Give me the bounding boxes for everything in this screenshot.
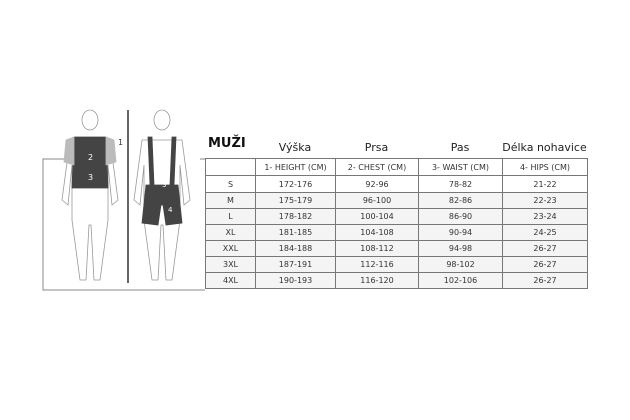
measurement-cell: 187-191: [255, 256, 336, 273]
column-header: [205, 158, 256, 176]
header-chest: Prsa: [364, 141, 389, 154]
header-height: Výška: [278, 141, 312, 154]
size-cell: S: [205, 175, 256, 193]
table-row: S 172-176 92-96 78-82 21-22: [205, 175, 588, 193]
measurement-cell: 108-112: [335, 240, 419, 257]
measurement-cell: 175-179: [255, 192, 336, 209]
size-cell: L: [205, 208, 256, 225]
measurement-cell: 24-25: [502, 224, 588, 241]
front-figure: [61, 109, 119, 281]
measurement-cell: 96-100: [335, 192, 419, 209]
measurement-cell: 90-94: [418, 224, 503, 241]
measurement-cell: 22-23: [502, 192, 588, 209]
table-header-row: 1- HEIGHT (CM) 2- CHEST (CM) 3- WAIST (C…: [205, 158, 588, 176]
measurement-cell: 23-24: [502, 208, 588, 225]
size-cell: XL: [205, 224, 256, 241]
column-header: 2- CHEST (CM): [335, 158, 419, 176]
waist-marker: 3: [88, 173, 93, 182]
measurement-cell: 78-82: [418, 175, 503, 193]
measurement-cell: 26-27: [502, 272, 588, 289]
measurement-cell: 100-104: [335, 208, 419, 225]
measurement-cell: 112-116: [335, 256, 419, 273]
height-marker: 1: [118, 138, 123, 147]
table-row: M 175-179 96-100 82-86 22-23: [205, 192, 588, 209]
measurement-cell: 190-193: [255, 272, 336, 289]
column-header: 3- WAIST (CM): [418, 158, 503, 176]
measurement-cell: 26-27: [502, 256, 588, 273]
column-header: 1- HEIGHT (CM): [255, 158, 336, 176]
measurement-cell: 26-27: [502, 240, 588, 257]
section-title: MUŽI: [208, 136, 246, 151]
measurement-cell: 21-22: [502, 175, 588, 193]
table-row: XL 181-185 104-108 90-94 24-25: [205, 224, 588, 241]
measurement-cell: 181-185: [255, 224, 336, 241]
hips-marker: 4: [168, 206, 173, 214]
table-row: XXL 184-188 108-112 94-98 26-27: [205, 240, 588, 257]
measurement-cell: 94-98: [418, 240, 503, 257]
measurement-cell: 184-188: [255, 240, 336, 257]
measurement-cell: 98-102: [418, 256, 503, 273]
table-row: 4XL 190-193 116-120 102-106 26-27: [205, 272, 588, 289]
measurement-cell: 102-106: [418, 272, 503, 289]
back-figure: [133, 109, 191, 281]
table-row: 3XL 187-191 112-116 98-102 26-27: [205, 256, 588, 273]
measurement-cell: 82-86: [418, 192, 503, 209]
measurement-cell: 86-90: [418, 208, 503, 225]
header-hips: Délka nohavice: [502, 141, 587, 154]
size-cell: 3XL: [205, 256, 256, 273]
column-header: 4- HIPS (CM): [502, 158, 588, 176]
measurement-cell: 104-108: [335, 224, 419, 241]
size-cell: 4XL: [205, 272, 256, 289]
waist-marker-back: 3: [162, 181, 166, 189]
chest-marker: 2: [88, 153, 93, 162]
table-row: L 178-182 100-104 86-90 23-24: [205, 208, 588, 225]
size-cell: M: [205, 192, 256, 209]
measurement-cell: 116-120: [335, 272, 419, 289]
measurement-cell: 92-96: [335, 175, 419, 193]
measurement-cell: 172-176: [255, 175, 336, 193]
size-cell: XXL: [205, 240, 256, 257]
size-table: 1- HEIGHT (CM) 2- CHEST (CM) 3- WAIST (C…: [205, 158, 588, 289]
header-waist: Pas: [450, 141, 470, 154]
measurement-cell: 178-182: [255, 208, 336, 225]
